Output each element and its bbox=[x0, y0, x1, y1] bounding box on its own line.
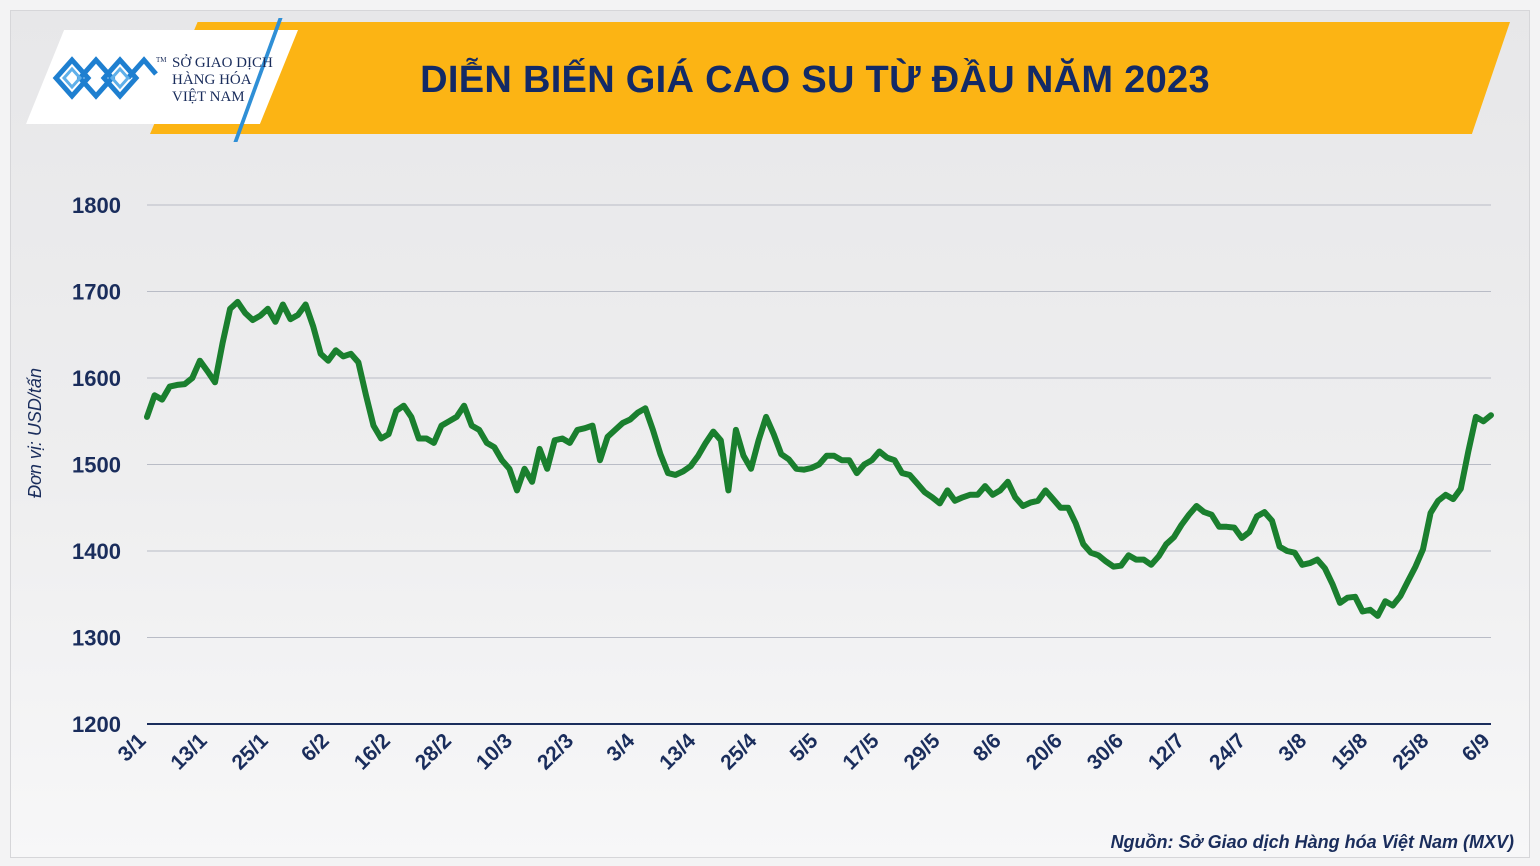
x-tick-label: 24/7 bbox=[1205, 729, 1250, 774]
x-tick-label: 6/2 bbox=[297, 729, 334, 766]
page-title: DIỄN BIẾN GIÁ CAO SU TỪ ĐẦU NĂM 2023 bbox=[420, 59, 1210, 101]
x-tick-label: 25/8 bbox=[1388, 729, 1433, 774]
series-line-rubber-price bbox=[144, 298, 1494, 619]
title-banner bbox=[150, 22, 1510, 134]
logo-text-line1: SỞ GIAO DỊCH bbox=[172, 55, 273, 71]
x-tick-labels: 3/1 13/1 25/1 6/2 16/2 28/2 10/3 22/3 3/4 13/4 25/… bbox=[114, 729, 1495, 774]
x-tick-label: 8/6 bbox=[969, 729, 1006, 766]
y-tick-labels: 1200 1300 1400 1500 1600 1700 1800 bbox=[72, 193, 121, 737]
x-tick-label: 3/8 bbox=[1274, 729, 1311, 766]
y-tick-label: 1200 bbox=[72, 712, 121, 737]
x-tick-label: 30/6 bbox=[1083, 729, 1128, 774]
y-tick-label: 1800 bbox=[72, 193, 121, 218]
x-tick-label: 13/1 bbox=[166, 729, 211, 774]
x-tick-label: 29/5 bbox=[900, 729, 945, 774]
y-tick-label: 1700 bbox=[72, 280, 121, 305]
x-tick-label: 25/1 bbox=[228, 729, 273, 774]
y-tick-label: 1300 bbox=[72, 626, 121, 651]
x-tick-label: 22/3 bbox=[533, 729, 578, 774]
x-tick-label: 12/7 bbox=[1144, 729, 1189, 774]
y-axis-label: Đơn vị: USD/tấn bbox=[25, 368, 45, 498]
mxv-logo-icon bbox=[52, 56, 158, 100]
x-tick-label: 17/5 bbox=[838, 729, 883, 774]
logo-text-line3: VIỆT NAM bbox=[172, 89, 245, 105]
x-tick-label: 6/9 bbox=[1458, 729, 1495, 766]
logo-trademark: TM bbox=[156, 56, 167, 64]
x-tick-label: 25/4 bbox=[716, 729, 761, 774]
logo-text-line2: HÀNG HÓA bbox=[172, 72, 252, 88]
y-tick-label: 1500 bbox=[72, 453, 121, 478]
x-tick-label: 3/4 bbox=[602, 729, 639, 766]
source-note: Nguồn: Sở Giao dịch Hàng hóa Việt Nam (M… bbox=[1110, 832, 1514, 852]
y-tick-label: 1600 bbox=[72, 366, 121, 391]
y-tick-label: 1400 bbox=[72, 539, 121, 564]
x-tick-label: 15/8 bbox=[1327, 729, 1372, 774]
logo-panel bbox=[26, 30, 298, 124]
x-tick-label: 20/6 bbox=[1022, 729, 1067, 774]
x-tick-label: 5/5 bbox=[786, 729, 823, 766]
grid-lines bbox=[147, 204, 1491, 638]
x-tick-label: 28/2 bbox=[411, 729, 456, 774]
chart-frame bbox=[10, 10, 1530, 858]
x-tick-label: 13/4 bbox=[655, 729, 700, 774]
x-tick-label: 10/3 bbox=[472, 729, 517, 774]
x-tick-label: 16/2 bbox=[350, 729, 395, 774]
